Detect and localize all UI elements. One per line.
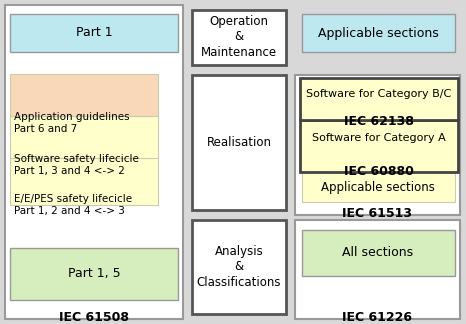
Text: IEC 62138: IEC 62138: [344, 115, 414, 128]
Text: Realisation: Realisation: [206, 135, 272, 148]
FancyBboxPatch shape: [302, 14, 455, 52]
FancyBboxPatch shape: [10, 14, 178, 52]
FancyBboxPatch shape: [302, 230, 455, 276]
Text: IEC 61513: IEC 61513: [342, 207, 412, 220]
FancyBboxPatch shape: [10, 116, 158, 158]
FancyBboxPatch shape: [300, 78, 458, 120]
FancyBboxPatch shape: [5, 5, 183, 319]
Text: E/E/PES safety lifecicle
Part 1, 2 and 4 <-> 3: E/E/PES safety lifecicle Part 1, 2 and 4…: [14, 194, 132, 215]
FancyBboxPatch shape: [300, 120, 458, 172]
Text: Applicable sections: Applicable sections: [321, 180, 435, 193]
Text: Software for Category B/C: Software for Category B/C: [306, 89, 452, 99]
Text: Applicable sections: Applicable sections: [318, 27, 439, 40]
Text: Application guidelines
Part 6 and 7: Application guidelines Part 6 and 7: [14, 112, 130, 133]
Text: Software safety lifecicle
Part 1, 3 and 4 <-> 2: Software safety lifecicle Part 1, 3 and …: [14, 154, 139, 176]
FancyBboxPatch shape: [192, 220, 286, 314]
FancyBboxPatch shape: [10, 74, 158, 116]
FancyBboxPatch shape: [295, 220, 460, 319]
Text: Operation
&
Maintenance: Operation & Maintenance: [201, 16, 277, 59]
Text: Part 1, 5: Part 1, 5: [68, 268, 120, 281]
FancyBboxPatch shape: [192, 75, 286, 210]
Text: IEC 60880: IEC 60880: [344, 165, 414, 178]
Text: Part 1: Part 1: [75, 27, 112, 40]
Text: IEC 61508: IEC 61508: [59, 311, 129, 324]
Text: Software for Category A: Software for Category A: [312, 133, 446, 143]
FancyBboxPatch shape: [295, 75, 460, 215]
Text: All sections: All sections: [343, 247, 413, 260]
FancyBboxPatch shape: [10, 248, 178, 300]
FancyBboxPatch shape: [302, 172, 455, 202]
Text: IEC 61226: IEC 61226: [342, 311, 412, 324]
FancyBboxPatch shape: [10, 158, 158, 205]
FancyBboxPatch shape: [192, 10, 286, 65]
Text: Analysis
&
Classifications: Analysis & Classifications: [197, 246, 281, 288]
